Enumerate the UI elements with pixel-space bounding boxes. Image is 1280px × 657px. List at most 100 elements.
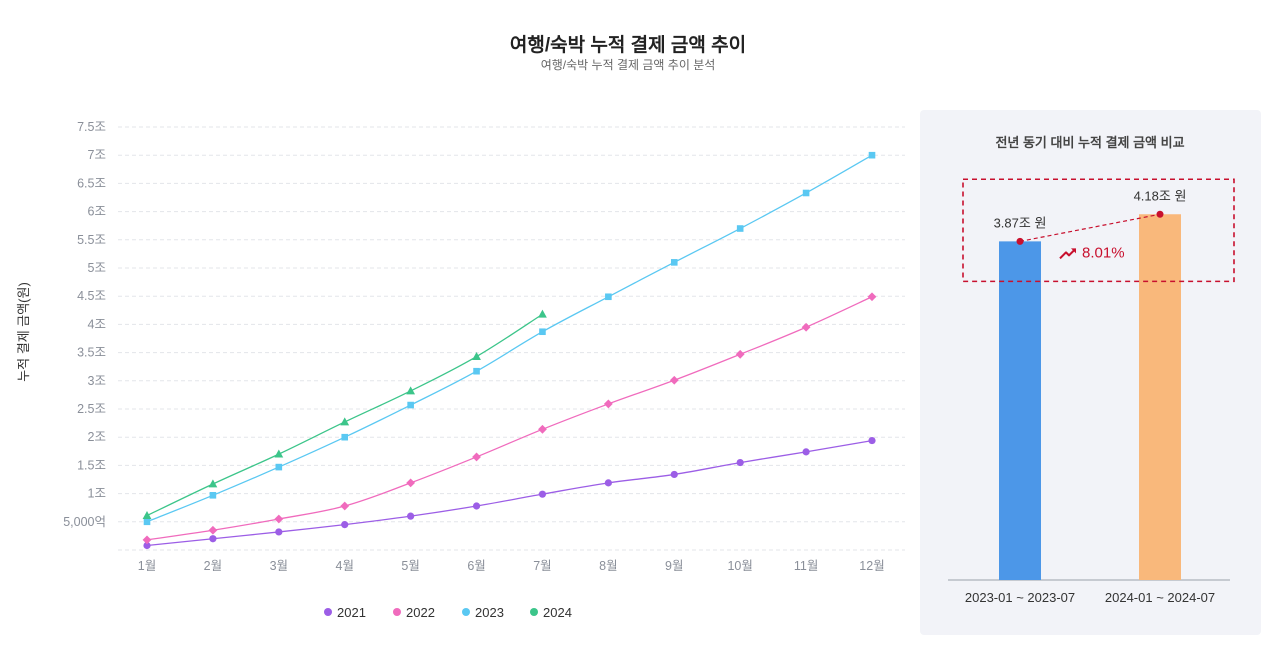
comparison-panel — [920, 110, 1261, 635]
data-point-2022 — [274, 514, 284, 524]
data-point-2022 — [538, 424, 547, 434]
growth-point-start — [1016, 237, 1024, 245]
y-tick-label: 7조 — [88, 148, 106, 162]
data-point-2023 — [539, 328, 546, 336]
y-axis-ticks: 5,000억 1조 1.5조 2조 2.5조 3조 3.5조 4조 4.5조 5조 5.5조 6조 6.… — [63, 120, 106, 529]
data-point-2022 — [208, 525, 218, 535]
y-tick-label: 4.5조 — [77, 289, 106, 303]
data-point-2023 — [407, 401, 414, 409]
x-tick-label: 10월 — [727, 559, 752, 573]
legend-item-2023[interactable]: 2023 — [462, 605, 504, 620]
y-tick-label: 2.5조 — [77, 402, 106, 416]
data-point-2021 — [209, 535, 217, 543]
x-tick-label: 3월 — [270, 559, 288, 573]
legend-label: 2024 — [543, 605, 572, 620]
data-point-2021 — [670, 470, 678, 479]
x-tick-label: 12월 — [859, 559, 884, 573]
x-axis-ticks: 1월 2월 3월 4월 5월 6월 7월 8월 9월 10월 11월 12월 — [138, 559, 885, 573]
legend-label: 2023 — [475, 605, 504, 620]
data-point-2022 — [801, 322, 811, 332]
data-point-2023 — [143, 518, 151, 526]
data-point-2023 — [473, 367, 480, 375]
legend[interactable]: 2021 2022 2023 2024 — [324, 605, 572, 620]
bar-2 — [1139, 214, 1181, 580]
bar-category-label: 2023-01 ~ 2023-07 — [965, 590, 1075, 605]
line-chart: 5,000억 1조 1.5조 2조 2.5조 3조 3.5조 4조 4.5조 5조 5.5조 6조 6.… — [16, 120, 905, 620]
data-point-2022 — [867, 292, 877, 302]
data-point-2022 — [472, 452, 481, 462]
bar-value-label: 3.87조 원 — [994, 215, 1047, 230]
data-point-2024 — [472, 351, 481, 360]
x-tick-label: 9월 — [665, 559, 683, 573]
data-point-2021 — [604, 479, 612, 487]
series-line-2022 — [146, 296, 873, 541]
data-point-2023 — [275, 463, 283, 471]
x-tick-label: 5월 — [401, 559, 419, 573]
bar-category-label: 2024-01 ~ 2024-07 — [1105, 590, 1215, 605]
data-point-2021 — [802, 448, 810, 456]
legend-item-2024[interactable]: 2024 — [530, 605, 572, 620]
legend-item-2022[interactable]: 2022 — [393, 605, 435, 620]
data-point-2021 — [407, 512, 415, 520]
x-tick-label: 7월 — [533, 559, 551, 573]
legend-swatch — [462, 608, 470, 616]
highlight-box — [962, 178, 1235, 283]
data-point-2022 — [340, 501, 350, 511]
data-point-2024 — [340, 417, 350, 426]
y-tick-label: 5조 — [88, 261, 106, 275]
trending-up-icon — [1059, 248, 1076, 260]
bar-value-label: 4.18조 원 — [1134, 188, 1187, 203]
data-point-2023 — [341, 433, 349, 441]
y-tick-label: 1조 — [88, 487, 106, 501]
growth-point-end — [1156, 210, 1164, 218]
y-tick-label: 5,000억 — [63, 515, 106, 529]
gridlines — [118, 126, 905, 551]
y-tick-label: 6.5조 — [77, 176, 106, 190]
legend-label: 2022 — [406, 605, 435, 620]
y-axis-label: 누적 결제 금액(원) — [16, 282, 31, 382]
data-point-2023 — [670, 259, 678, 266]
legend-swatch — [530, 608, 538, 616]
data-point-2021 — [341, 521, 349, 529]
data-point-2024 — [406, 386, 416, 395]
x-tick-label: 1월 — [138, 559, 156, 573]
x-tick-label: 6월 — [467, 559, 485, 573]
data-point-2021 — [868, 436, 876, 445]
x-tick-label: 8월 — [599, 559, 617, 573]
y-tick-label: 2조 — [88, 430, 106, 444]
y-tick-label: 3조 — [88, 374, 106, 388]
bar-1 — [999, 241, 1041, 580]
data-point-2023 — [736, 225, 744, 232]
chart-subtitle: 여행/숙박 누적 결제 금액 추이 분석 — [540, 58, 716, 72]
trending-up-arrowhead — [1071, 248, 1076, 254]
x-tick-label: 4월 — [336, 559, 354, 573]
data-point-2023 — [868, 151, 876, 159]
comparison-title: 전년 동기 대비 누적 결제 금액 비교 — [995, 135, 1184, 150]
legend-label: 2021 — [337, 605, 366, 620]
data-point-2024 — [538, 309, 547, 318]
data-point-2022 — [669, 375, 679, 385]
y-tick-label: 1.5조 — [77, 458, 106, 472]
data-point-2024 — [142, 510, 152, 519]
data-point-2022 — [406, 478, 416, 488]
data-point-2021 — [275, 528, 283, 536]
series-line-2023 — [146, 154, 873, 523]
y-tick-label: 7.5조 — [77, 120, 106, 134]
data-point-2021 — [143, 541, 151, 550]
x-tick-label: 11월 — [794, 559, 818, 573]
data-point-2023 — [209, 491, 217, 499]
growth-connector — [1019, 213, 1161, 242]
y-tick-label: 5.5조 — [77, 233, 106, 247]
comparison-bars: 2023-01 ~ 2023-07 3.87조 원 2024-01 ~ 2024-0… — [948, 178, 1235, 605]
data-point-2024 — [274, 449, 284, 458]
y-tick-label: 4조 — [88, 317, 106, 331]
y-tick-label: 6조 — [88, 205, 106, 219]
growth-percent: 8.01% — [1082, 244, 1125, 261]
data-point-2023 — [802, 189, 810, 197]
legend-swatch — [324, 608, 332, 616]
data-point-2022 — [603, 399, 613, 409]
legend-swatch — [393, 608, 401, 616]
legend-item-2021[interactable]: 2021 — [324, 605, 366, 620]
x-tick-label: 2월 — [204, 559, 222, 573]
data-point-2024 — [208, 479, 218, 488]
